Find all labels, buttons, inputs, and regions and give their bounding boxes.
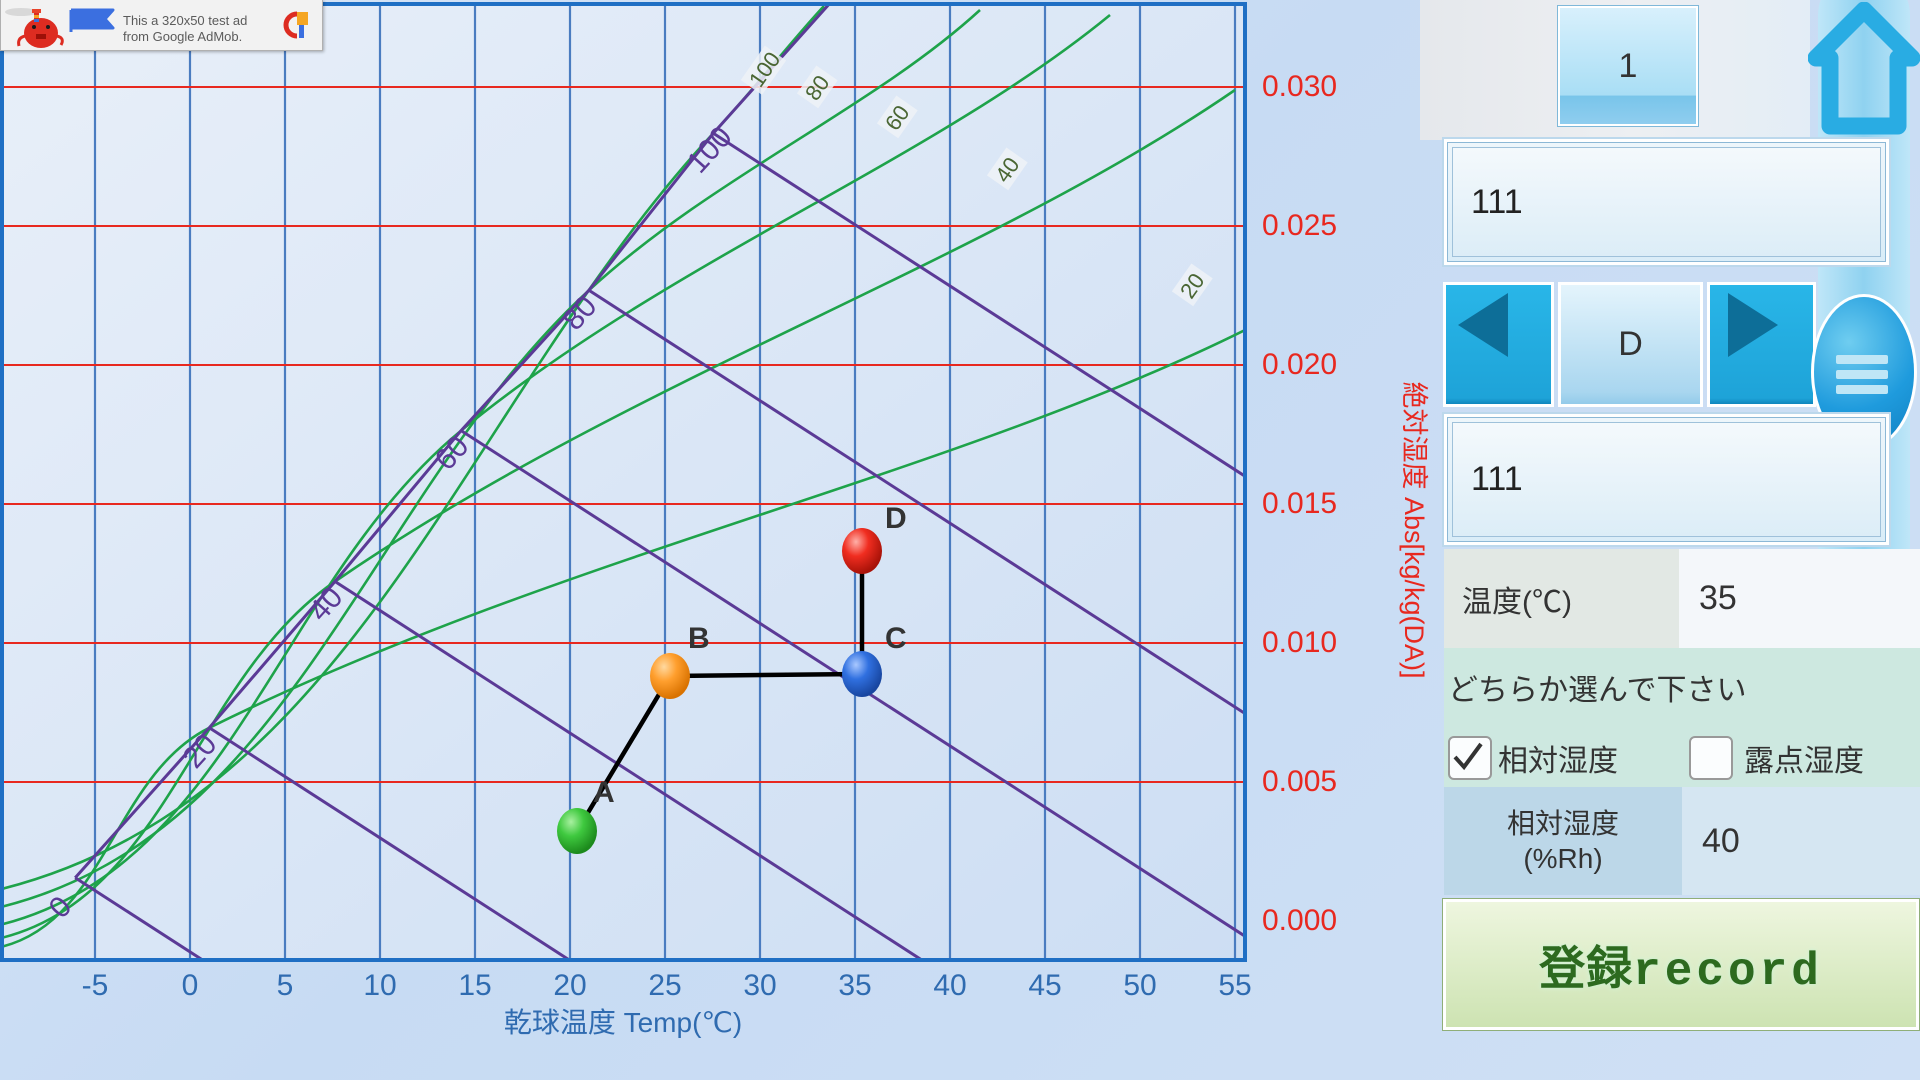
svg-text:D: D (885, 502, 907, 535)
svg-text:55: 55 (1218, 969, 1251, 1002)
svg-text:乾球温度 Temp(℃): 乾球温度 Temp(℃) (504, 1007, 742, 1038)
svg-text:50: 50 (1123, 969, 1156, 1002)
svg-text:10: 10 (363, 969, 396, 1002)
svg-text:25: 25 (648, 969, 681, 1002)
svg-text:-5: -5 (82, 969, 109, 1002)
svg-text:0.015: 0.015 (1262, 487, 1337, 520)
svg-text:0.020: 0.020 (1262, 348, 1337, 381)
svg-text:C: C (885, 622, 907, 655)
svg-text:0: 0 (182, 969, 199, 1002)
svg-text:35: 35 (838, 969, 871, 1002)
svg-text:0.010: 0.010 (1262, 626, 1337, 659)
svg-text:絶対湿度 Abs[kg/kg(DA)]: 絶対湿度 Abs[kg/kg(DA)] (1399, 381, 1429, 678)
svg-text:0.005: 0.005 (1262, 765, 1337, 798)
svg-text:B: B (688, 622, 710, 655)
svg-text:from Google AdMob.: from Google AdMob. (123, 29, 242, 44)
svg-text:15: 15 (458, 969, 491, 1002)
svg-text:A: A (593, 776, 615, 809)
svg-text:5: 5 (277, 969, 294, 1002)
svg-text:0.025: 0.025 (1262, 209, 1337, 242)
svg-text:45: 45 (1028, 969, 1061, 1002)
svg-text:0.000: 0.000 (1262, 904, 1337, 937)
svg-text:40: 40 (933, 969, 966, 1002)
svg-text:30: 30 (743, 969, 776, 1002)
svg-text:20: 20 (553, 969, 586, 1002)
svg-text:0.030: 0.030 (1262, 70, 1337, 103)
svg-text:This a 320x50 test ad: This a 320x50 test ad (123, 13, 247, 28)
